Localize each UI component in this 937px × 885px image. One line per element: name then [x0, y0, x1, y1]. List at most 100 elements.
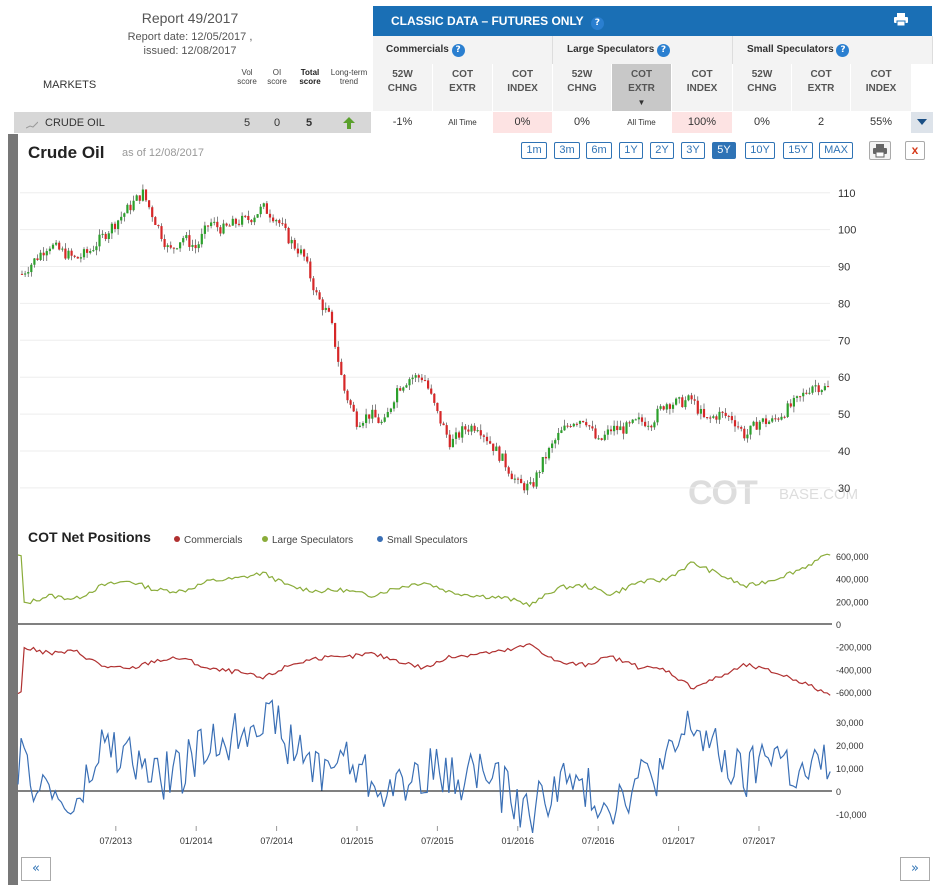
candle-body: [616, 425, 619, 431]
candle-body: [377, 417, 380, 424]
help-icon[interactable]: ?: [590, 17, 604, 30]
candle-body: [699, 408, 702, 414]
candle-body: [789, 403, 792, 407]
candle-body: [485, 436, 489, 442]
small-spec-y-tick-label: 20,000: [836, 741, 864, 751]
cell-ls-extr: All Time: [627, 118, 656, 127]
range-button-10y[interactable]: 10Y: [745, 142, 775, 159]
candle-body: [647, 425, 650, 427]
candle-body: [764, 418, 768, 424]
candle-body: [64, 248, 67, 259]
cell-ss-index: 55%: [869, 116, 893, 128]
candle-body: [206, 225, 210, 227]
candle-body: [532, 482, 535, 487]
candle-body: [315, 290, 318, 293]
candle-body: [138, 195, 141, 201]
candle-body: [498, 446, 501, 461]
range-button-6m[interactable]: 6m: [586, 142, 612, 159]
candle-body: [309, 261, 312, 279]
range-button-5y[interactable]: 5Y: [712, 142, 736, 159]
candle-body: [544, 456, 547, 459]
col-comm-extr[interactable]: COT EXTR: [433, 64, 492, 111]
range-button-2y[interactable]: 2Y: [650, 142, 674, 159]
range-button-1m[interactable]: 1m: [521, 142, 547, 159]
col-ls-extr[interactable]: COT EXTR ▼: [612, 64, 671, 111]
candle-body: [808, 392, 811, 394]
candle-body: [551, 443, 554, 448]
candle-body: [340, 361, 343, 375]
price-y-tick-label: 50: [838, 409, 850, 421]
candle-body: [231, 218, 234, 226]
candle-body: [222, 223, 225, 234]
candle-body: [777, 418, 780, 420]
col-ss-52w[interactable]: 52W CHNG: [733, 64, 791, 111]
candle-body: [436, 402, 439, 412]
candle-body: [482, 435, 485, 437]
nav-next-button[interactable]: »: [900, 857, 930, 881]
candle-body: [104, 233, 107, 240]
candle-body: [817, 385, 820, 393]
cell-comm-index: 0%: [493, 112, 552, 133]
candle-body: [526, 483, 529, 491]
price-y-tick-label: 110: [838, 188, 856, 200]
candle-body: [281, 223, 284, 225]
price-y-tick-label: 70: [838, 335, 850, 347]
chart-close-button[interactable]: x: [905, 141, 925, 160]
candle-body: [733, 420, 737, 427]
watermark-logo: COT: [688, 474, 758, 512]
candle-body: [405, 385, 408, 388]
legend-small-speculators[interactable]: Small Speculators: [377, 535, 468, 546]
range-button-max[interactable]: MAX: [819, 142, 853, 159]
col-comm-52w[interactable]: 52W CHNG: [373, 64, 432, 111]
col-comm-index[interactable]: COT INDEX: [493, 64, 552, 111]
cot-line-large-speculators: [17, 553, 831, 608]
nav-prev-button[interactable]: «: [21, 857, 51, 881]
market-name[interactable]: CRUDE OIL: [45, 117, 105, 129]
range-button-15y[interactable]: 15Y: [783, 142, 813, 159]
candle-body: [743, 428, 746, 439]
candle-body: [600, 438, 603, 440]
candle-body: [346, 390, 349, 401]
report-date: Report date: 12/05/2017 ,: [127, 31, 253, 43]
group-label-small-specs: Small Speculators ?: [747, 44, 850, 57]
legend-commercials[interactable]: Commercials: [174, 535, 242, 546]
candle-body: [225, 223, 228, 226]
candle-body: [718, 411, 721, 420]
cot-y-tick-label: -400,000: [836, 665, 872, 675]
help-icon[interactable]: ?: [657, 44, 671, 57]
candle-body: [89, 251, 92, 253]
candle-body: [79, 257, 82, 259]
candle-body: [349, 400, 352, 405]
candle-body: [61, 248, 64, 250]
candle-body: [55, 242, 58, 245]
candle-body: [557, 432, 560, 441]
candle-body: [293, 239, 296, 249]
candle-body: [706, 417, 709, 419]
candle-body: [523, 483, 526, 491]
col-ss-index[interactable]: COT INDEX: [851, 64, 911, 111]
help-icon[interactable]: ?: [451, 44, 465, 57]
market-row[interactable]: [14, 112, 371, 133]
range-button-1y[interactable]: 1Y: [619, 142, 643, 159]
legend-large-speculators[interactable]: Large Speculators: [262, 535, 353, 546]
help-icon[interactable]: ?: [836, 44, 850, 57]
candle-body: [120, 216, 123, 221]
col-ls-index[interactable]: COT INDEX: [672, 64, 732, 111]
candle-body: [724, 412, 727, 416]
print-icon[interactable]: [893, 13, 909, 32]
range-button-3m[interactable]: 3m: [554, 142, 580, 159]
candle-body: [489, 441, 492, 444]
range-button-3y[interactable]: 3Y: [681, 142, 705, 159]
candle-body: [423, 380, 427, 382]
col-ls-52w[interactable]: 52W CHNG: [553, 64, 611, 111]
candle-body: [30, 264, 33, 273]
col-ss-extr[interactable]: COT EXTR: [792, 64, 850, 111]
candle-body: [321, 299, 324, 311]
row-expand-button[interactable]: [911, 112, 933, 133]
candle-body: [575, 423, 578, 425]
candle-body: [771, 418, 774, 422]
candle-body: [786, 403, 789, 417]
candle-body: [566, 425, 569, 427]
candle-body: [513, 478, 516, 480]
chart-print-button[interactable]: [869, 141, 891, 160]
